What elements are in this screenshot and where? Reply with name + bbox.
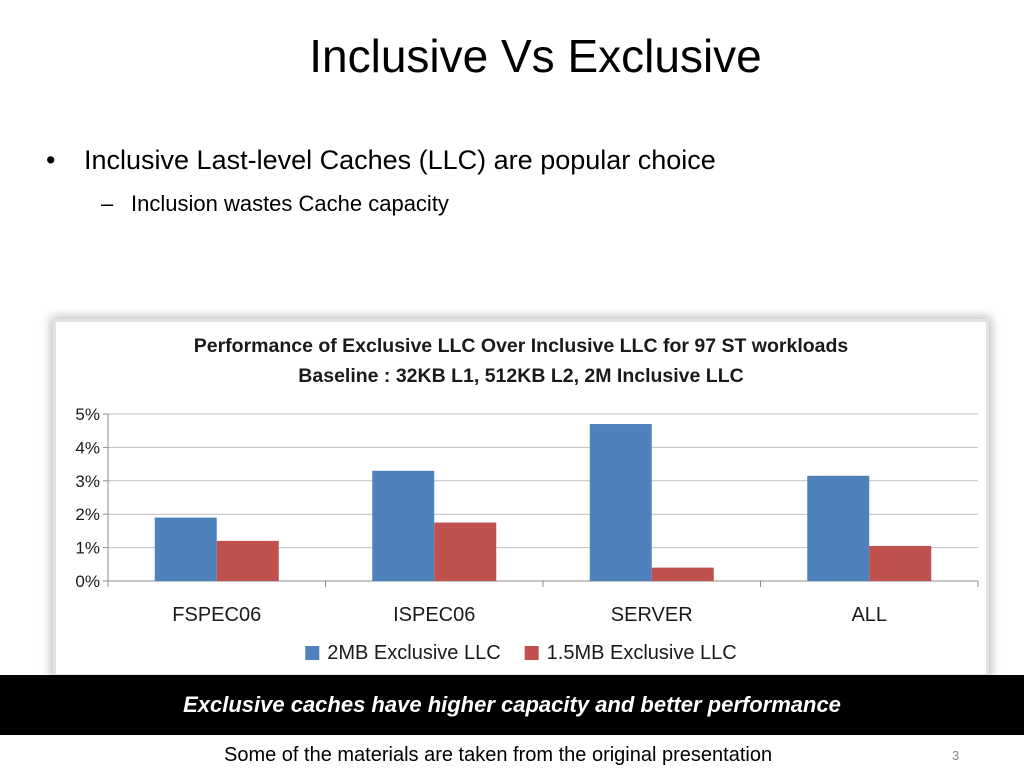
bar-1-5mb-exclusive-llc-server <box>651 567 714 581</box>
bar-1-5mb-exclusive-llc-fspec06 <box>216 540 279 581</box>
slide-title: Inclusive Vs Exclusive <box>309 30 762 82</box>
bar-1-5mb-exclusive-llc-ispec06 <box>434 522 497 581</box>
legend-label: 2MB Exclusive LLC <box>327 642 500 664</box>
legend-swatch <box>305 646 320 660</box>
bar-2mb-exclusive-llc-server <box>589 424 652 581</box>
y-tick-label: 5% <box>75 405 100 424</box>
takeaway-banner: Exclusive caches have higher capacity an… <box>0 675 1024 735</box>
footer-note: Some of the materials are taken from the… <box>224 744 773 766</box>
sub-bullet-item: – Inclusion wastes Cache capacity <box>101 189 449 219</box>
legend-label: 1.5MB Exclusive LLC <box>547 642 737 664</box>
y-tick-label: 3% <box>75 472 100 491</box>
y-tick-label: 0% <box>75 572 100 591</box>
x-category-label: ISPEC06 <box>393 604 475 626</box>
x-category-label: FSPEC06 <box>172 604 261 626</box>
y-tick-label: 4% <box>75 438 100 457</box>
bar-2mb-exclusive-llc-ispec06 <box>372 470 435 581</box>
y-tick-label: 2% <box>75 505 100 524</box>
y-tick-label: 1% <box>75 539 100 558</box>
bullet-item: • Inclusive Last-level Caches (LLC) are p… <box>46 143 716 177</box>
x-category-label: SERVER <box>611 604 693 626</box>
chart-title: Performance of Exclusive LLC Over Inclus… <box>193 335 849 357</box>
banner-text: Exclusive caches have higher capacity an… <box>183 692 841 717</box>
bar-1-5mb-exclusive-llc-all <box>869 545 932 581</box>
sub-bullet-text: Inclusion wastes Cache capacity <box>131 191 449 216</box>
chart-subtitle: Baseline : 32KB L1, 512KB L2, 2M Inclusi… <box>298 365 744 387</box>
bullet-text: Inclusive Last-level Caches (LLC) are po… <box>84 145 716 175</box>
legend-swatch <box>524 646 539 660</box>
x-category-label: ALL <box>851 604 887 626</box>
sub-bullet-symbol: – <box>101 191 114 216</box>
bullet-symbol: • <box>46 145 56 175</box>
slide-number: 3 <box>952 748 960 763</box>
bar-2mb-exclusive-llc-all <box>807 475 870 581</box>
bar-chart: 0% 1% 2% 3% 4% 5% FSPEC06 ISPEC06 SERVER ALL 2MB E… <box>75 405 979 664</box>
chart-frame: Performance of Exclusive LLC Over Inclus… <box>56 322 986 674</box>
bar-2mb-exclusive-llc-fspec06 <box>154 517 217 581</box>
chart-title-block: Performance of Exclusive LLC Over Inclus… <box>56 331 986 391</box>
